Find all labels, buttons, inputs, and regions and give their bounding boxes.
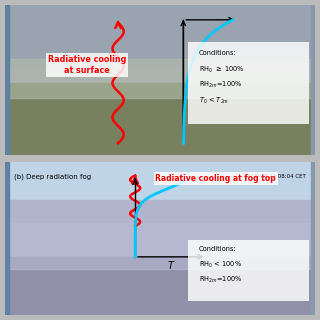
Text: RH$_0$ $\geq$ 100%: RH$_0$ $\geq$ 100% xyxy=(199,64,244,75)
FancyBboxPatch shape xyxy=(188,42,309,124)
Bar xyxy=(5,89,315,155)
Text: Radiative cooling at fog top: Radiative cooling at fog top xyxy=(156,174,276,183)
Bar xyxy=(5,162,315,204)
Text: RH$_{2m}$=100%: RH$_{2m}$=100% xyxy=(199,275,242,285)
Text: (b) Deep radiation fog: (b) Deep radiation fog xyxy=(14,174,91,180)
Bar xyxy=(5,257,315,315)
Text: $T_0$ < $T_{2m}$: $T_0$ < $T_{2m}$ xyxy=(199,96,229,106)
Text: $T$: $T$ xyxy=(167,259,175,271)
Bar xyxy=(311,5,315,155)
Bar xyxy=(5,5,9,155)
Bar xyxy=(5,223,315,269)
Bar xyxy=(5,60,315,98)
Text: Conditions:: Conditions: xyxy=(199,246,236,252)
Bar xyxy=(5,59,315,92)
Bar xyxy=(5,200,315,261)
Bar xyxy=(5,5,315,68)
Bar xyxy=(5,83,315,98)
Text: Radiative cooling
at surface: Radiative cooling at surface xyxy=(48,54,126,76)
Text: RH$_{2m}$=100%: RH$_{2m}$=100% xyxy=(199,79,242,90)
Text: RH$_0$ < 100%: RH$_0$ < 100% xyxy=(199,260,242,270)
Text: Conditions:: Conditions: xyxy=(199,50,236,56)
Text: 2018-09-27 08:04 CET: 2018-09-27 08:04 CET xyxy=(244,174,306,180)
Bar xyxy=(5,162,9,315)
Bar xyxy=(311,162,315,315)
FancyBboxPatch shape xyxy=(188,240,309,301)
